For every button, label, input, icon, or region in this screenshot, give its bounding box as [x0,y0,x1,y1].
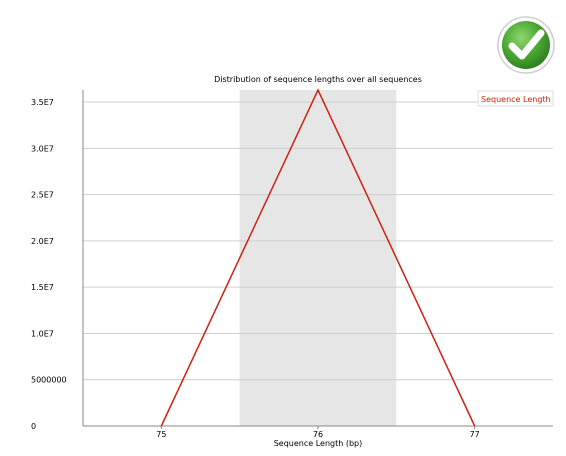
y-tick-label: 1.5E7 [31,283,54,292]
y-tick-label: 2.0E7 [31,237,54,246]
y-tick-label: 5000000 [31,376,67,385]
series-line-sequence-length [160,88,476,427]
x-tick-label: 76 [313,430,323,439]
legend-box [477,90,554,107]
check-circle-icon [497,16,555,74]
highlight-band [239,90,397,426]
y-tick-label: 3.5E7 [31,98,54,107]
y-tick-label: 3.0E7 [31,144,54,153]
chart-title: Distribution of sequence lengths over al… [214,75,422,84]
y-tick-label: 0 [31,422,36,431]
x-tick-label: 77 [470,430,480,439]
y-tick-label: 2.5E7 [31,191,54,200]
x-tick-label: 75 [156,430,166,439]
y-tick-label: 1.0E7 [31,329,54,338]
legend: Sequence Length [477,90,554,107]
legend-entry-sequence-length: Sequence Length [481,95,551,104]
x-axis-label: Sequence Length (bp) [274,439,363,448]
